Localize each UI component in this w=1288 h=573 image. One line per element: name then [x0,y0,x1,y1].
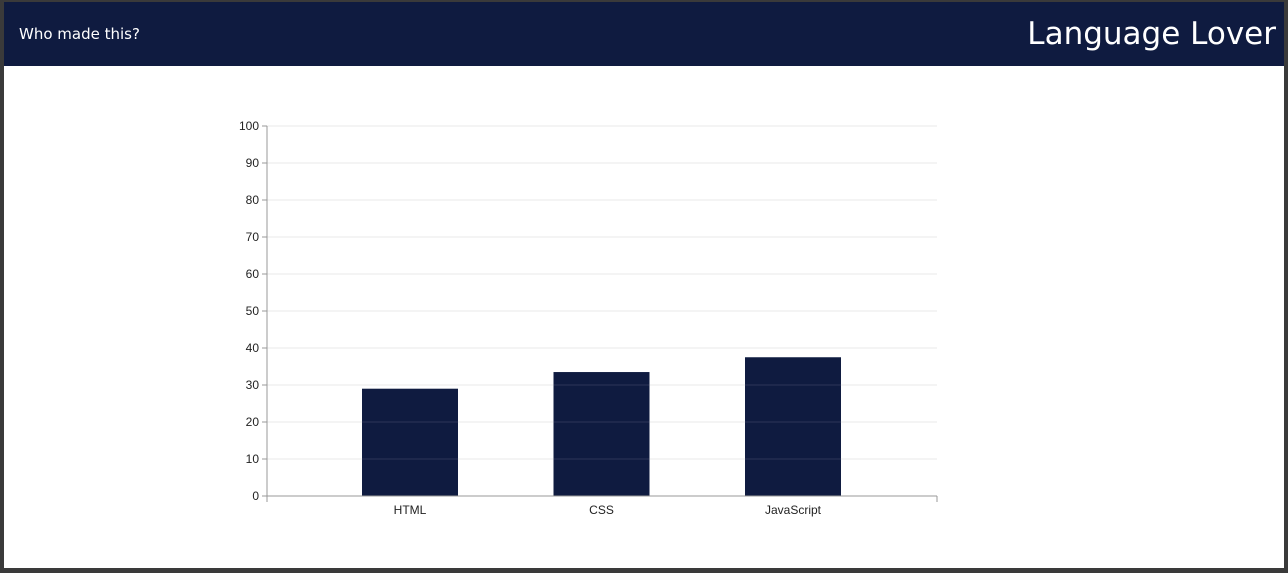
bar-javascript [745,357,841,496]
bars [267,125,937,496]
x-tick-label-javascript: JavaScript [765,503,822,517]
y-tick-label-30: 30 [246,378,260,392]
y-tick-label-70: 70 [246,230,260,244]
x-tick-label-html: HTML [394,503,427,517]
x-tick-label-css: CSS [589,503,614,517]
y-tick-label-100: 100 [239,119,259,133]
app-title: Language Lover [1027,16,1276,52]
axes [262,125,938,502]
y-tick-label-80: 80 [246,193,260,207]
bar-html [362,388,458,496]
y-tick-label-10: 10 [246,452,260,466]
y-tick-label-90: 90 [246,156,260,170]
y-tick-label-60: 60 [246,267,260,281]
y-tick-label-0: 0 [252,489,259,503]
tick-labels: 0 10 20 30 40 50 60 70 80 90 100 HTML CSS JavaScript [239,119,822,517]
who-made-this-link[interactable]: Who made this? [19,25,140,43]
y-tick-label-40: 40 [246,341,260,355]
bar-css [553,372,650,496]
y-tick-label-50: 50 [246,304,260,318]
y-tick-label-20: 20 [246,415,260,429]
bar-chart: 0 10 20 30 40 50 60 70 80 90 100 HTML CSS JavaScript [239,119,938,517]
page: Who made this? Language Lover 0 10 20 30 40 5… [4,2,1284,568]
header-bar: Who made this? Language Lover [4,2,1284,66]
chart-container: 0 10 20 30 40 50 60 70 80 90 100 HTML CSS JavaScript [4,66,1284,568]
